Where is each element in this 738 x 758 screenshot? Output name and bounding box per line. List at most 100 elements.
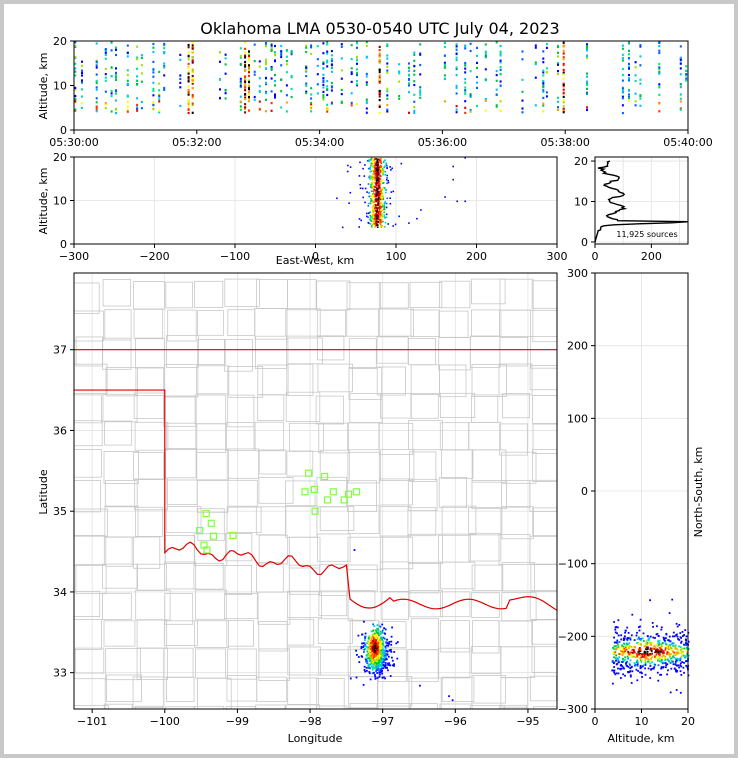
ew-altitude-y-tick-label: 10 (53, 195, 67, 208)
source-cell (285, 94, 288, 97)
source-cell (191, 45, 194, 49)
source-cell (376, 168, 379, 170)
source-cell (615, 648, 618, 650)
source-cell (658, 642, 661, 644)
source-cell (383, 160, 385, 163)
source-cell (361, 656, 364, 658)
source-cell (627, 637, 630, 639)
source-cell (499, 45, 502, 48)
county (316, 280, 351, 311)
source-cell (244, 54, 247, 57)
source-cell (654, 637, 656, 639)
source-cell (371, 652, 373, 654)
county (316, 309, 346, 337)
source-cell (668, 653, 671, 656)
source-cell (375, 656, 378, 659)
source-cell (378, 649, 381, 652)
source-cell (378, 99, 381, 102)
source-cell (495, 79, 498, 82)
source-cell (326, 50, 329, 53)
source-cell (326, 61, 329, 64)
source-cell (367, 183, 370, 185)
source-cell (380, 663, 383, 666)
source-cell (384, 632, 386, 635)
source-cell (380, 644, 383, 647)
source-cell (373, 166, 376, 169)
source-cell (368, 642, 370, 644)
county (469, 335, 501, 368)
source-cell (382, 173, 384, 175)
source-cell (179, 81, 182, 84)
source-cell (542, 82, 545, 85)
source-cell (364, 635, 366, 638)
county (193, 280, 224, 308)
source-cell (368, 176, 370, 178)
source-cell (373, 185, 376, 188)
source-cell (376, 161, 378, 164)
source-cell (355, 649, 357, 652)
source-cell (649, 599, 651, 602)
source-cell (683, 647, 686, 650)
source-cell (95, 108, 98, 112)
source-cell (632, 648, 635, 651)
source-cell (627, 645, 630, 647)
source-cell (158, 93, 161, 96)
source-cell (388, 643, 390, 645)
source-cell (187, 62, 190, 65)
county (163, 647, 194, 678)
source-cell (624, 659, 626, 661)
source-cell (384, 656, 386, 659)
source-cell (624, 631, 626, 634)
county (74, 449, 102, 478)
source-cell (377, 663, 380, 665)
source-cell (657, 651, 660, 653)
source-cell (104, 48, 107, 51)
county (166, 335, 199, 368)
source-cell (372, 636, 375, 639)
county (376, 366, 407, 396)
source-cell (372, 166, 374, 169)
source-cell (632, 652, 634, 654)
source-cell (391, 656, 393, 659)
source-cell (371, 186, 374, 189)
source-cell (679, 659, 682, 662)
source-cell (364, 187, 367, 190)
source-cell (373, 222, 375, 225)
source-cell (679, 45, 682, 48)
source-cell (628, 65, 630, 68)
source-cell (363, 665, 366, 668)
source-cell (280, 51, 283, 54)
source-cell (350, 58, 353, 61)
source-cell (617, 660, 620, 662)
source-cell (625, 662, 627, 665)
source-cell (358, 218, 361, 220)
source-cell (265, 110, 267, 113)
source-cell (356, 55, 358, 59)
source-cell (381, 192, 383, 194)
source-cell (380, 653, 382, 656)
county (225, 706, 257, 709)
source-cell (385, 162, 388, 164)
source-cell (382, 198, 385, 200)
county (529, 479, 557, 512)
histogram-y-tick-label: 0 (581, 236, 588, 249)
source-cell (362, 642, 365, 644)
source-cell (376, 179, 378, 182)
source-cell (385, 658, 388, 661)
source-cell (398, 70, 401, 73)
source-cell (658, 649, 661, 652)
source-cell (367, 647, 370, 650)
source-cell (152, 107, 155, 110)
source-cell (356, 59, 358, 62)
source-cell (81, 88, 83, 91)
source-cell (366, 191, 368, 193)
source-cell (104, 73, 107, 76)
source-cell (586, 45, 588, 48)
source-cell (562, 52, 565, 55)
source-cell (374, 158, 376, 160)
county (317, 533, 351, 562)
county (227, 366, 264, 398)
